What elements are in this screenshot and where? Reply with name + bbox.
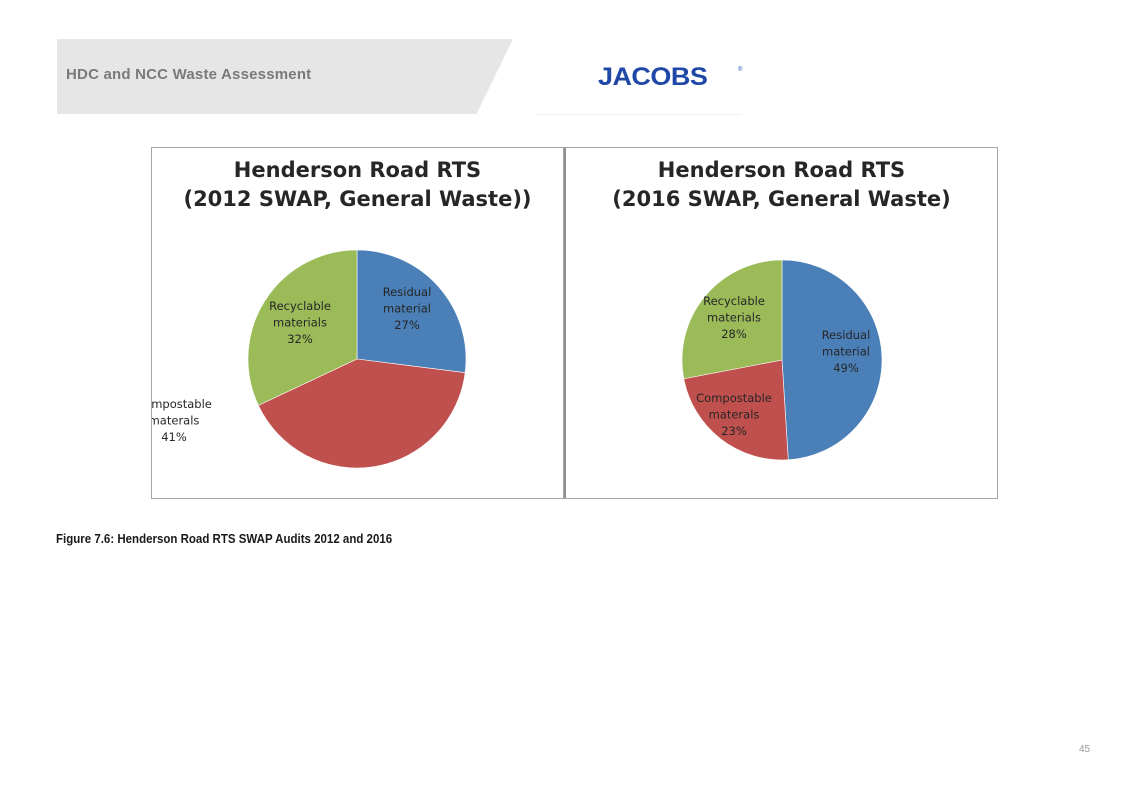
chart-title-line: (2016 SWAP, General Waste) — [612, 187, 951, 211]
pie-chart-2016: Residual material 49% Compostable materals 23… — [681, 259, 883, 461]
header-band — [57, 39, 513, 114]
pie-category-label: Residual — [383, 285, 432, 299]
logo-divider — [535, 114, 742, 115]
pie-slice-residual — [356, 249, 467, 373]
chart-title-2016: Henderson Road RTS (2016 SWAP, General W… — [566, 156, 997, 214]
chart-title-2012: Henderson Road RTS (2012 SWAP, General W… — [152, 156, 563, 214]
pie-value-label: 23% — [721, 424, 747, 438]
chart-title-line: Henderson Road RTS — [657, 158, 906, 182]
registered-mark: ® — [738, 67, 743, 73]
pie-slice-compostable — [257, 358, 466, 469]
pie-label-recyclable: Recyclable materials 28% — [703, 294, 765, 341]
pie-category-label: Compostable — [696, 391, 772, 405]
pie-value-label: 41% — [161, 430, 187, 444]
pie-slice-compostable — [683, 359, 789, 461]
pie-category-label: Residual — [822, 328, 871, 342]
chart-title-line: Henderson Road RTS — [233, 158, 482, 182]
pie-label-residual: Residual material 49% — [822, 328, 871, 375]
jacobs-logo: JACOBS — [598, 63, 708, 91]
pie-category-label: Compostable — [152, 397, 212, 411]
pie-category-label: Recyclable — [269, 299, 331, 313]
pie-value-label: 27% — [394, 318, 420, 332]
chart-panel-2012: Henderson Road RTS (2012 SWAP, General W… — [151, 147, 564, 499]
pie-value-label: 32% — [287, 332, 313, 346]
pie-label-residual: Residual material 27% — [383, 285, 432, 332]
pie-slice-recyclable — [247, 249, 358, 406]
pie-value-label: 49% — [833, 361, 859, 375]
pie-slice-residual — [781, 259, 883, 461]
pie-label-compostable: Compostable materals 23% — [696, 391, 772, 438]
pie-category-label: Recyclable — [703, 294, 765, 308]
pie-category-label: materials — [707, 311, 761, 325]
pie-category-label: materals — [709, 408, 760, 422]
pie-category-label: materals — [152, 414, 199, 428]
page-title: HDC and NCC Waste Assessment — [66, 66, 312, 83]
pie-category-label: materials — [273, 316, 327, 330]
pie-label-compostable: Compostable materals 41% — [152, 397, 212, 444]
chart-title-line: (2012 SWAP, General Waste)) — [183, 187, 532, 211]
page-number: 45 — [1079, 744, 1091, 755]
pie-label-recyclable: Recyclable materials 32% — [269, 299, 331, 346]
pie-chart-2012: Residual material 27% Compostable materals 41… — [152, 249, 467, 469]
pie-category-label: material — [383, 302, 431, 316]
pie-value-label: 28% — [721, 327, 747, 341]
figure-caption: Figure 7.6: Henderson Road RTS SWAP Audi… — [56, 532, 393, 546]
pie-slice-recyclable — [681, 259, 783, 380]
chart-panel-2016: Henderson Road RTS (2016 SWAP, General W… — [564, 147, 998, 499]
pie-category-label: material — [822, 345, 870, 359]
